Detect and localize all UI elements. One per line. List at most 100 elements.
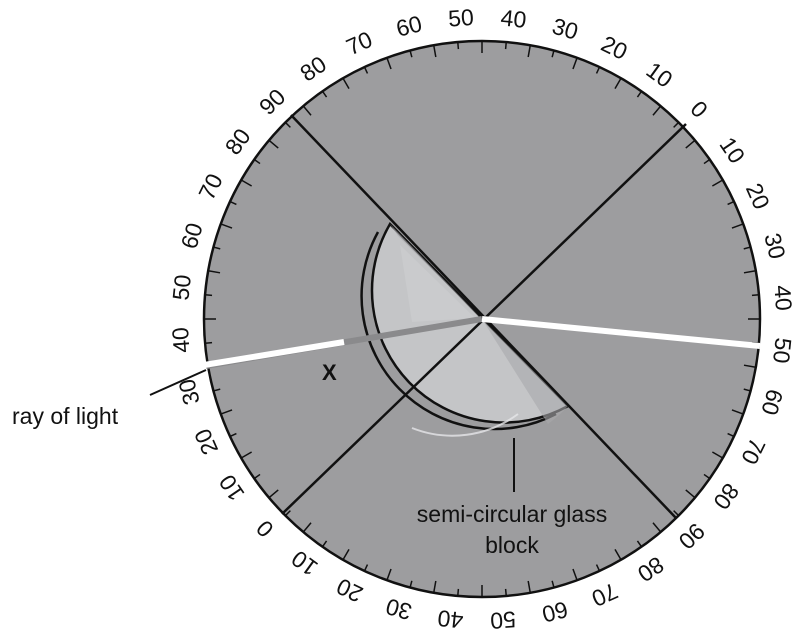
glass-block-label-line2: block bbox=[485, 532, 539, 558]
degree-label: 30 bbox=[549, 13, 581, 45]
tick-mark bbox=[302, 522, 312, 533]
tick-mark bbox=[204, 341, 213, 344]
tick-mark bbox=[363, 66, 369, 74]
degree-label: 40 bbox=[499, 4, 527, 33]
tick-mark bbox=[240, 179, 253, 187]
tick-mark bbox=[409, 580, 413, 588]
degree-label: 40 bbox=[436, 605, 464, 634]
tick-mark bbox=[673, 121, 680, 128]
tick-mark bbox=[595, 564, 601, 572]
tick-mark bbox=[268, 139, 279, 149]
degree-label: 40 bbox=[769, 284, 795, 311]
tick-mark bbox=[551, 580, 555, 588]
glass-highlight bbox=[400, 245, 475, 322]
tick-mark bbox=[409, 50, 413, 58]
degree-label: 30 bbox=[759, 230, 790, 261]
tick-mark bbox=[673, 510, 680, 517]
tick-mark bbox=[711, 179, 724, 187]
degree-label: 60 bbox=[756, 386, 788, 418]
tick-mark bbox=[284, 510, 291, 517]
tick-mark bbox=[208, 269, 221, 274]
tick-mark bbox=[551, 50, 555, 58]
tick-mark bbox=[614, 548, 622, 561]
tick-mark bbox=[527, 580, 532, 593]
glass-block-label-line1: semi-circular glass bbox=[417, 501, 607, 527]
degree-label: 70 bbox=[342, 26, 376, 60]
tick-mark bbox=[213, 388, 221, 392]
degree-label: 10 bbox=[714, 132, 750, 168]
x-marker: X bbox=[322, 360, 337, 385]
tick-mark bbox=[432, 580, 437, 593]
incident-ray bbox=[203, 339, 345, 368]
tick-mark bbox=[386, 57, 392, 70]
tick-mark bbox=[527, 45, 532, 58]
tick-mark bbox=[703, 473, 711, 480]
tick-mark bbox=[727, 200, 735, 206]
glass-reflection-arc bbox=[411, 413, 519, 437]
tick-mark bbox=[572, 568, 578, 581]
degree-label: 60 bbox=[393, 10, 424, 41]
tick-mark bbox=[253, 473, 261, 480]
degree-label: 80 bbox=[708, 479, 744, 515]
tick-mark bbox=[342, 77, 350, 90]
tick-mark bbox=[321, 540, 328, 548]
degree-label: 70 bbox=[588, 578, 622, 612]
degree-label: 40 bbox=[167, 326, 195, 353]
tick-mark bbox=[229, 200, 237, 206]
tick-mark bbox=[321, 90, 328, 98]
degree-label: 30 bbox=[383, 593, 415, 625]
degree-label: 60 bbox=[539, 596, 570, 627]
tick-mark bbox=[204, 294, 213, 297]
tick-mark bbox=[711, 451, 724, 459]
tick-mark bbox=[240, 451, 253, 459]
tick-mark bbox=[731, 223, 744, 229]
tick-mark bbox=[253, 158, 261, 165]
degree-label: 90 bbox=[254, 84, 290, 120]
tick-mark bbox=[268, 489, 279, 499]
tick-mark bbox=[220, 223, 233, 229]
degree-label: 90 bbox=[674, 518, 710, 554]
degree-label: 20 bbox=[741, 179, 775, 213]
tick-mark bbox=[284, 121, 291, 128]
tick-mark bbox=[751, 294, 760, 297]
ray-leader-line bbox=[149, 369, 207, 396]
tick-mark bbox=[504, 41, 507, 50]
degree-label: 20 bbox=[597, 30, 631, 65]
degree-label: 20 bbox=[332, 573, 366, 608]
tick-mark bbox=[213, 246, 221, 250]
degree-label: 0 bbox=[685, 96, 713, 123]
glass-shaded-region bbox=[390, 224, 568, 424]
degree-label: 20 bbox=[189, 425, 223, 459]
ray-of-light-label: ray of light bbox=[12, 403, 119, 429]
tick-mark bbox=[432, 45, 437, 58]
tick-mark bbox=[743, 364, 756, 369]
degree-label: 70 bbox=[193, 169, 228, 203]
tick-mark bbox=[636, 540, 643, 548]
tick-mark bbox=[302, 105, 312, 116]
tick-mark bbox=[504, 588, 507, 597]
tick-mark bbox=[685, 139, 696, 149]
degree-label: 10 bbox=[642, 57, 678, 93]
tick-mark bbox=[727, 432, 735, 438]
tick-mark bbox=[743, 269, 756, 274]
tick-mark bbox=[743, 246, 751, 250]
degree-label: 50 bbox=[768, 336, 795, 364]
tick-mark bbox=[363, 564, 369, 572]
tick-mark bbox=[220, 409, 233, 415]
tick-mark bbox=[386, 568, 392, 581]
degree-label: 50 bbox=[167, 273, 196, 301]
degree-label: 70 bbox=[736, 434, 771, 468]
tick-mark bbox=[652, 522, 662, 533]
degree-label: 50 bbox=[447, 4, 474, 32]
tick-mark bbox=[636, 90, 643, 98]
tick-mark bbox=[614, 77, 622, 90]
tick-mark bbox=[685, 489, 696, 499]
degree-label: 80 bbox=[295, 51, 331, 87]
tick-mark bbox=[743, 388, 751, 392]
tick-mark bbox=[652, 105, 662, 116]
glass-block-rim-edge bbox=[360, 231, 557, 431]
tick-mark bbox=[703, 158, 711, 165]
tick-mark bbox=[457, 588, 460, 597]
degree-label: 80 bbox=[220, 123, 256, 159]
degree-label: 30 bbox=[173, 376, 204, 407]
